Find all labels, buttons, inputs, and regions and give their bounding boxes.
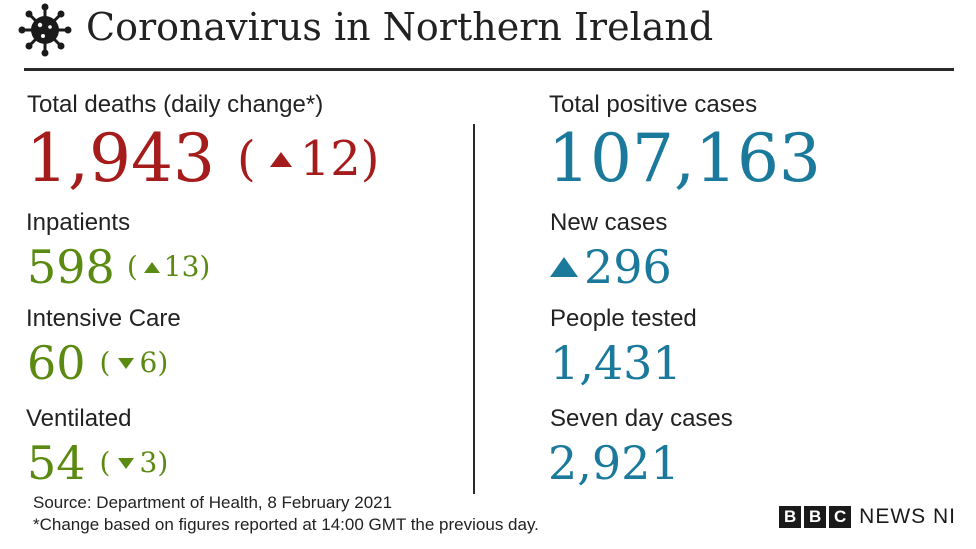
total-positive-label: Total positive cases <box>549 91 758 118</box>
seven-day-label: Seven day cases <box>550 405 733 432</box>
new-cases-stat: 296 <box>550 244 672 290</box>
deaths-change: ( 12 ) <box>236 131 380 187</box>
inpatients-stat: 598 ( 13 ) <box>27 244 210 290</box>
inpatients-change-value: 13 <box>163 250 200 283</box>
deaths-value: 1,943 <box>26 120 215 197</box>
new-cases-label: New cases <box>550 209 668 236</box>
triangle-down-icon <box>118 457 135 469</box>
total-positive-value: 107,163 <box>548 120 821 197</box>
new-cases-value: 296 <box>584 240 672 294</box>
bbc-news-ni-logo: B B C NEWS NI <box>779 505 956 529</box>
bbc-block: C <box>829 506 852 528</box>
people-tested-label: People tested <box>550 305 697 332</box>
bbc-block: B <box>804 506 827 528</box>
ventilated-label: Ventilated <box>26 405 132 432</box>
header-rule <box>24 68 954 71</box>
intensive-care-stat: 60 ( 6 ) <box>27 340 168 386</box>
deaths-stat: 1,943 ( 12 ) <box>26 126 380 192</box>
inpatients-change: ( 13 ) <box>126 250 211 283</box>
inpatients-value: 598 <box>27 240 115 294</box>
deaths-label: Total deaths (daily change*) <box>27 91 324 118</box>
people-tested-value: 1,431 <box>550 336 682 390</box>
footnote-text: *Change based on figures reported at 14:… <box>33 515 539 534</box>
ventilated-change: ( 3 ) <box>99 446 169 479</box>
page-title: Coronavirus in Northern Ireland <box>86 5 714 49</box>
deaths-change-value: 12 <box>299 131 361 187</box>
virus-icon <box>18 3 72 57</box>
intensive-care-change-value: 6 <box>139 346 158 379</box>
seven-day-value: 2,921 <box>548 436 680 490</box>
ventilated-value: 54 <box>27 436 86 490</box>
intensive-care-change: ( 6 ) <box>99 346 169 379</box>
inpatients-label: Inpatients <box>26 209 131 236</box>
bbc-blocks: B B C <box>779 506 852 528</box>
ventilated-change-value: 3 <box>139 446 158 479</box>
intensive-care-label: Intensive Care <box>26 305 181 332</box>
triangle-up-icon <box>550 257 578 277</box>
triangle-up-icon <box>269 151 292 167</box>
triangle-up-icon <box>143 261 160 273</box>
bbc-block: B <box>779 506 802 528</box>
ventilated-stat: 54 ( 3 ) <box>27 440 168 486</box>
triangle-down-icon <box>118 357 135 369</box>
intensive-care-value: 60 <box>27 336 86 390</box>
column-divider <box>473 124 475 494</box>
bbc-brand-text: NEWS NI <box>859 505 956 528</box>
source-text: Source: Department of Health, 8 February… <box>33 493 393 512</box>
